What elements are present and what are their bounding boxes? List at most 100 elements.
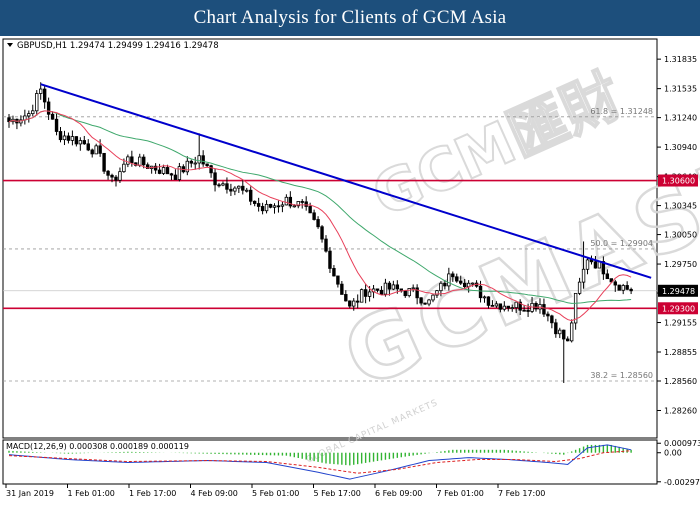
candle-body [264,203,269,212]
candle-body [344,294,348,302]
candle-body [593,261,598,269]
candle-body [447,273,451,287]
candle-body [201,155,205,165]
y-axis-tick-label: 1.31535 [664,85,697,94]
candle-body [534,302,538,310]
candle-body [74,136,79,145]
fib-level-label: 38.2 = 1.28560 [590,371,653,380]
candle-body [546,313,550,317]
descending-trendline [40,83,652,279]
candle-body [605,273,610,280]
candle-body [165,167,170,175]
candle-body [332,268,336,277]
y-axis-tick-label: 1.29750 [664,260,697,269]
macd-signal-line [8,450,632,474]
x-axis-tick-label: 31 Jan 2019 [6,489,54,498]
candle-body [157,169,162,174]
candle-body [518,301,522,311]
y-axis-tick-label: 1.28260 [664,406,697,415]
candle-body [562,329,566,340]
candle-body [288,196,293,207]
candle-body [391,284,396,290]
x-axis-tick-label: 6 Feb 09:00 [375,489,422,498]
candle-body [395,284,400,290]
candle-body [506,305,510,309]
candle-body [601,261,606,275]
candle-body [173,174,178,180]
candle-body [419,297,423,304]
candle-body [292,205,296,208]
candle-body [407,288,411,297]
candle-body [455,276,459,282]
candle-body [490,304,495,307]
candle-body [209,165,213,174]
candle-body [566,338,570,342]
fast-moving-average-line [8,110,632,322]
candle-body [46,101,51,115]
y-axis-tick-label: 1.31835 [664,55,697,64]
candle-body [114,176,118,181]
candle-body [217,184,221,187]
candle-body [62,135,67,141]
candle-body [153,165,158,171]
candle-body [145,164,150,170]
candle-body [300,201,304,203]
candle-body [573,292,578,324]
candle-body [439,282,443,292]
candle-body [169,173,174,176]
candle-body [403,290,407,297]
candle-body [189,160,193,164]
candle-body [383,282,388,295]
candle-body [585,259,590,270]
candle-body [542,304,546,315]
candle-body [229,188,233,192]
candle-body [90,149,94,155]
x-axis-tick-label: 5 Feb 17:00 [314,489,361,498]
candle-body [268,203,273,208]
candle-body [118,171,122,181]
candle-body [27,113,31,117]
macd-y-tick-label: 0.00 [664,449,682,458]
collapse-triangle-icon[interactable] [7,43,13,47]
level-price-tag-bg [658,302,698,315]
candle-body [280,204,285,207]
chart-title-banner: Chart Analysis for Clients of GCM Asia [0,0,700,36]
y-axis-tick-label: 1.30940 [664,143,697,152]
candle-body [82,140,86,145]
candle-body [569,322,574,342]
candle-body [486,296,491,306]
x-axis-tick-label: 1 Feb 17:00 [129,489,176,498]
candle-body [86,143,90,151]
level-price-tag: 1.30600 [662,177,695,186]
candle-body [498,303,503,310]
candle-body [276,205,281,208]
y-axis-tick-label: 1.29155 [664,319,697,328]
candle-body [193,162,197,165]
candle-body [256,203,261,207]
candle-body [213,172,217,186]
candle-body [621,285,625,291]
symbol-header: GBPUSD,H1 1.29474 1.29499 1.29416 1.2947… [7,41,219,51]
candle-body [613,281,617,286]
candle-body [249,189,253,202]
candle-body [185,160,190,173]
candle-body [514,301,518,309]
x-axis-tick-label: 5 Feb 01:00 [252,489,299,498]
candle-body [316,219,320,228]
candle-body [478,285,483,299]
candle-body [296,201,300,207]
candle-body [197,155,201,164]
candle-body [435,290,439,296]
candle-body [340,283,344,295]
candle-body [462,282,467,288]
macd-label: MACD(12,26,9) 0.000308 0.000189 0.000119 [6,442,189,451]
candle-body [470,282,475,285]
candle-body [625,285,629,290]
x-axis-tick-label: 7 Feb 01:00 [437,489,484,498]
price-chart[interactable]: GCMASIA GCM匯財 GLOBAL CAPITAL MARKETS GBP… [0,36,700,500]
fib-level-label: 50.0 = 1.29904 [590,239,653,248]
candle-body [522,309,526,312]
current-price-tag-bg [658,284,698,297]
candle-body [423,302,427,305]
candle-body [526,309,530,312]
